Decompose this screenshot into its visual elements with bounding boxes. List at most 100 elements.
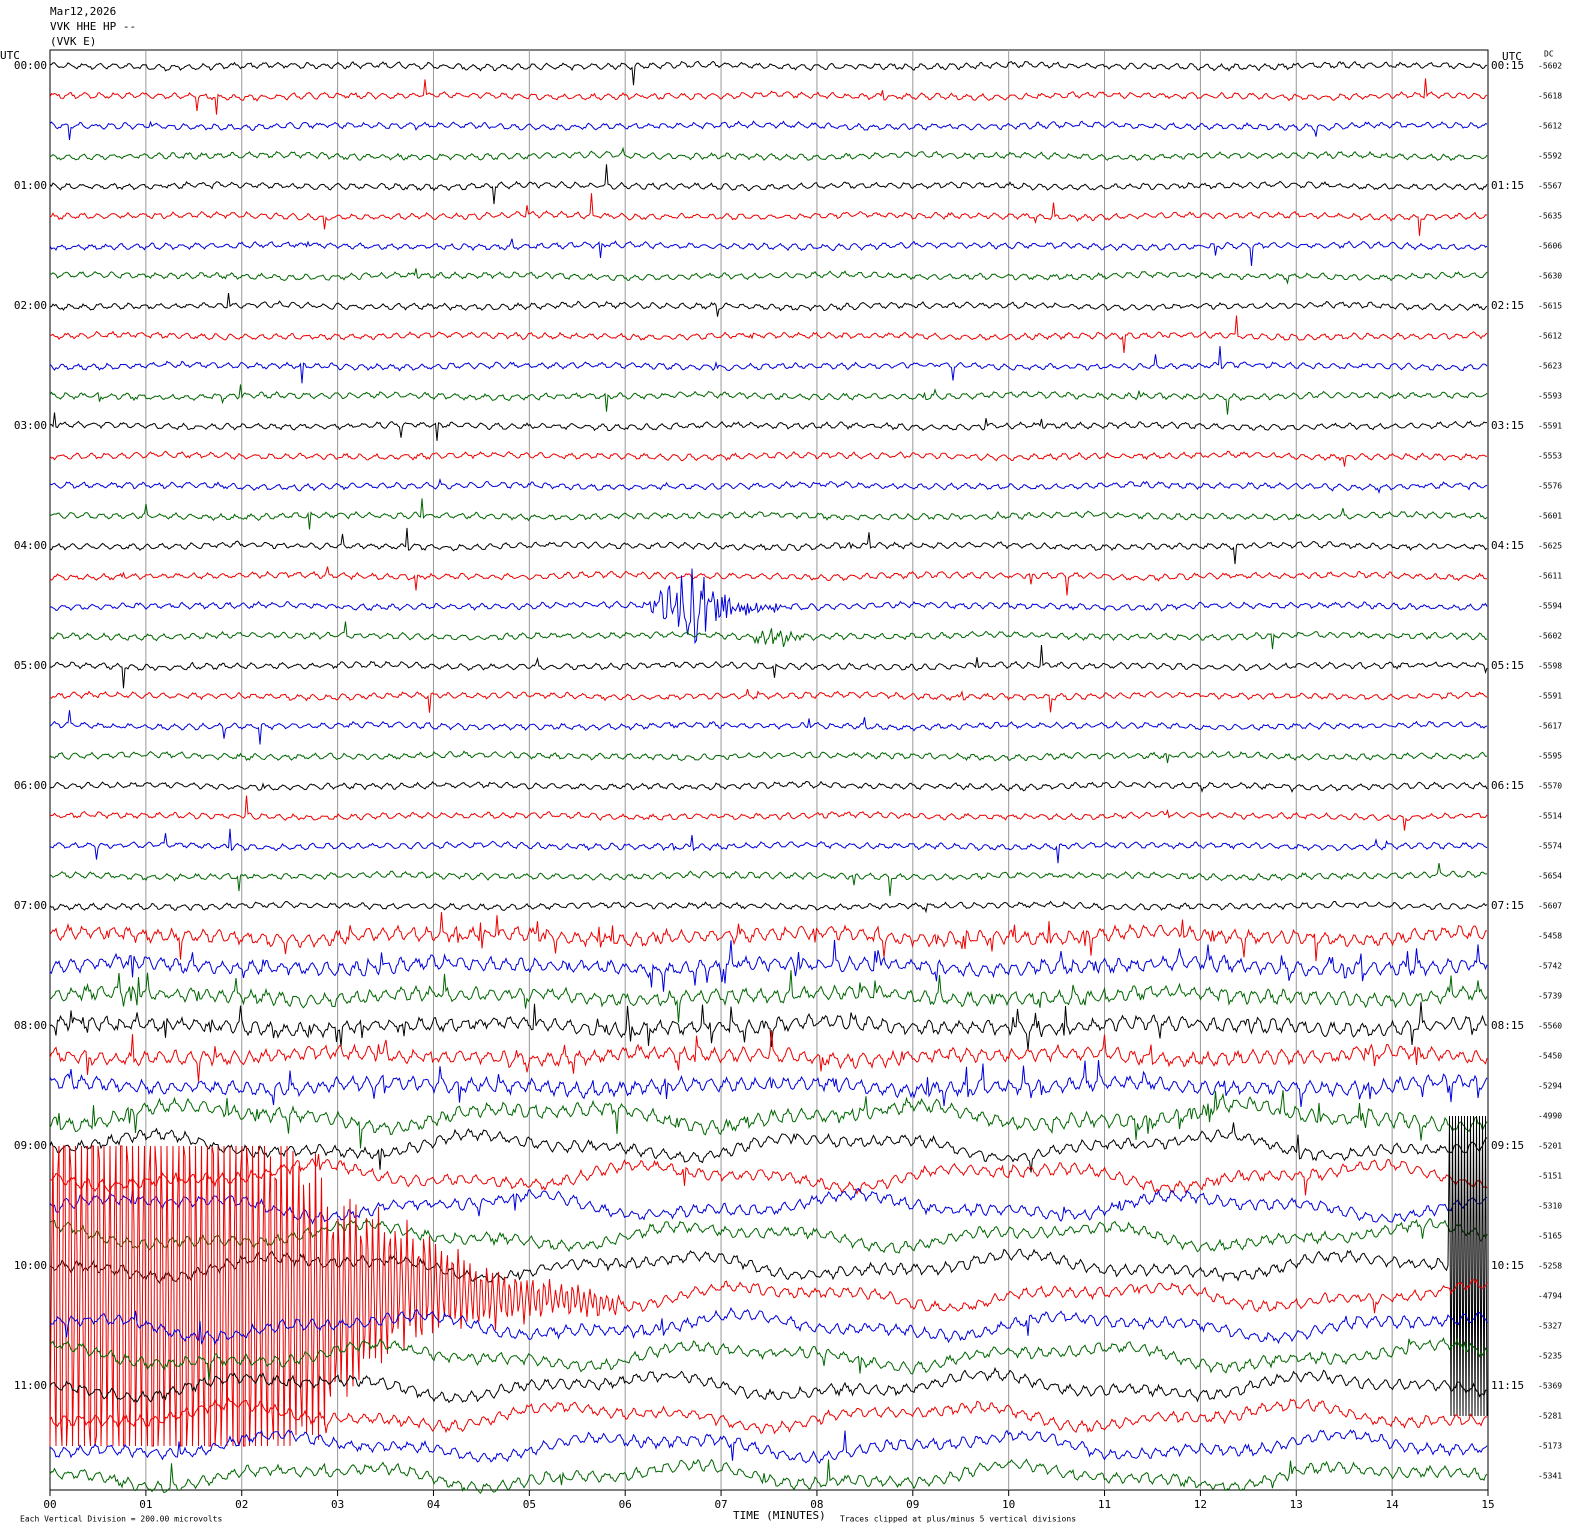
row-time-label: 11:00 xyxy=(14,1379,47,1392)
trace xyxy=(49,566,1488,596)
trace xyxy=(49,863,1488,897)
x-tick-label: 15 xyxy=(1481,1498,1494,1511)
row-time-label: 11:15 xyxy=(1491,1379,1524,1392)
x-tick-label: 02 xyxy=(235,1498,248,1511)
dc-value: -5615 xyxy=(1538,302,1562,311)
dc-value: -5635 xyxy=(1538,212,1562,221)
dc-value: -5514 xyxy=(1538,812,1562,821)
trace xyxy=(49,1122,1488,1173)
row-time-label: 10:15 xyxy=(1491,1259,1524,1272)
row-time-label: 03:15 xyxy=(1491,419,1524,432)
row-time-label: 07:00 xyxy=(14,899,47,912)
traces xyxy=(49,60,1488,1495)
x-tick-label: 04 xyxy=(427,1498,441,1511)
dc-value: -5654 xyxy=(1538,872,1562,881)
trace xyxy=(49,146,1488,162)
trace xyxy=(49,193,1488,236)
trace xyxy=(49,1429,1488,1464)
dc-value: -5310 xyxy=(1538,1202,1562,1211)
dc-value: -5612 xyxy=(1538,332,1562,341)
x-tick-label: 00 xyxy=(43,1498,56,1511)
right-unit: UTC xyxy=(1502,50,1522,63)
dc-value: -5606 xyxy=(1538,242,1562,251)
x-tick-label: 08 xyxy=(810,1498,823,1511)
x-tick-label: 09 xyxy=(906,1498,919,1511)
row-time-label: 09:00 xyxy=(14,1139,47,1152)
scale-note: Each Vertical Division = 200.00 microvol… xyxy=(20,1515,222,1524)
dc-value: -5594 xyxy=(1538,602,1562,611)
dc-value: -5592 xyxy=(1538,152,1562,161)
trace xyxy=(49,164,1488,205)
trace xyxy=(49,1115,1488,1417)
row-time-label: 00:15 xyxy=(1491,59,1524,72)
trace xyxy=(49,710,1488,745)
dc-value: -5458 xyxy=(1538,932,1562,941)
dc-value: -5450 xyxy=(1538,1052,1562,1061)
trace xyxy=(49,346,1488,384)
row-time-label: 00:00 xyxy=(14,59,47,72)
dc-value: -5601 xyxy=(1538,512,1562,521)
trace xyxy=(49,1217,1488,1254)
trace xyxy=(49,450,1487,467)
row-time-label: 02:15 xyxy=(1491,299,1524,312)
station: VVK HHE HP -- xyxy=(50,20,136,33)
row-time-label: 04:15 xyxy=(1491,539,1524,552)
dc-value: -5173 xyxy=(1538,1442,1562,1451)
trace xyxy=(49,828,1488,864)
trace xyxy=(49,939,1488,992)
clip-note: Traces clipped at plus/minus 5 vertical … xyxy=(840,1515,1076,1524)
trace xyxy=(49,1145,1488,1447)
trace xyxy=(49,1030,1488,1082)
dc-value: -5591 xyxy=(1538,422,1562,431)
x-tick-label: 11 xyxy=(1098,1498,1111,1511)
dc-value: -5576 xyxy=(1538,482,1562,491)
dc-value: -5258 xyxy=(1538,1262,1562,1271)
x-tick-label: 10 xyxy=(1002,1498,1015,1511)
trace xyxy=(49,384,1488,415)
component: (VVK E) xyxy=(50,35,96,48)
trace xyxy=(50,315,1488,354)
dc-value: -5602 xyxy=(1538,632,1562,641)
dc-value: -4990 xyxy=(1538,1112,1562,1121)
dc-value: -5607 xyxy=(1538,902,1562,911)
left-unit: UTC xyxy=(0,49,20,62)
trace xyxy=(49,1001,1488,1051)
x-tick-label: 05 xyxy=(523,1498,536,1511)
row-time-label: 06:00 xyxy=(14,779,47,792)
trace xyxy=(49,900,1488,914)
dc-value: -5553 xyxy=(1538,452,1562,461)
x-tick-label: 13 xyxy=(1290,1498,1303,1511)
trace xyxy=(49,688,1488,713)
dc-value: -5739 xyxy=(1538,992,1562,1001)
dc-value: -5617 xyxy=(1538,722,1562,731)
x-tick-label: 07 xyxy=(714,1498,727,1511)
dc-value: -5598 xyxy=(1538,662,1562,671)
dc-value: -5567 xyxy=(1538,182,1562,191)
row-time-label: 03:00 xyxy=(14,419,47,432)
x-tick-label: 03 xyxy=(331,1498,344,1511)
x-tick-label: 06 xyxy=(619,1498,632,1511)
trace xyxy=(49,412,1487,441)
trace xyxy=(49,1336,1488,1381)
trace xyxy=(49,60,1488,86)
row-time-label: 06:15 xyxy=(1491,779,1524,792)
row-time-label: 09:15 xyxy=(1491,1139,1524,1152)
trace xyxy=(49,1306,1488,1346)
trace xyxy=(49,568,1488,645)
x-tick-label: 12 xyxy=(1194,1498,1207,1511)
row-time-label: 08:00 xyxy=(14,1019,47,1032)
trace xyxy=(49,268,1488,285)
x-tick-label: 14 xyxy=(1386,1498,1400,1511)
trace xyxy=(49,621,1488,650)
x-axis-label: TIME (MINUTES) xyxy=(733,1509,826,1522)
dc-value: -5742 xyxy=(1538,962,1562,971)
trace xyxy=(49,498,1488,530)
trace xyxy=(49,750,1488,764)
dc-value: -5570 xyxy=(1538,782,1562,791)
dc-value: -5623 xyxy=(1538,362,1562,371)
row-time-label: 01:00 xyxy=(14,179,47,192)
row-time-label: 08:15 xyxy=(1491,1019,1524,1032)
row-time-label: 07:15 xyxy=(1491,899,1524,912)
trace xyxy=(49,477,1488,494)
